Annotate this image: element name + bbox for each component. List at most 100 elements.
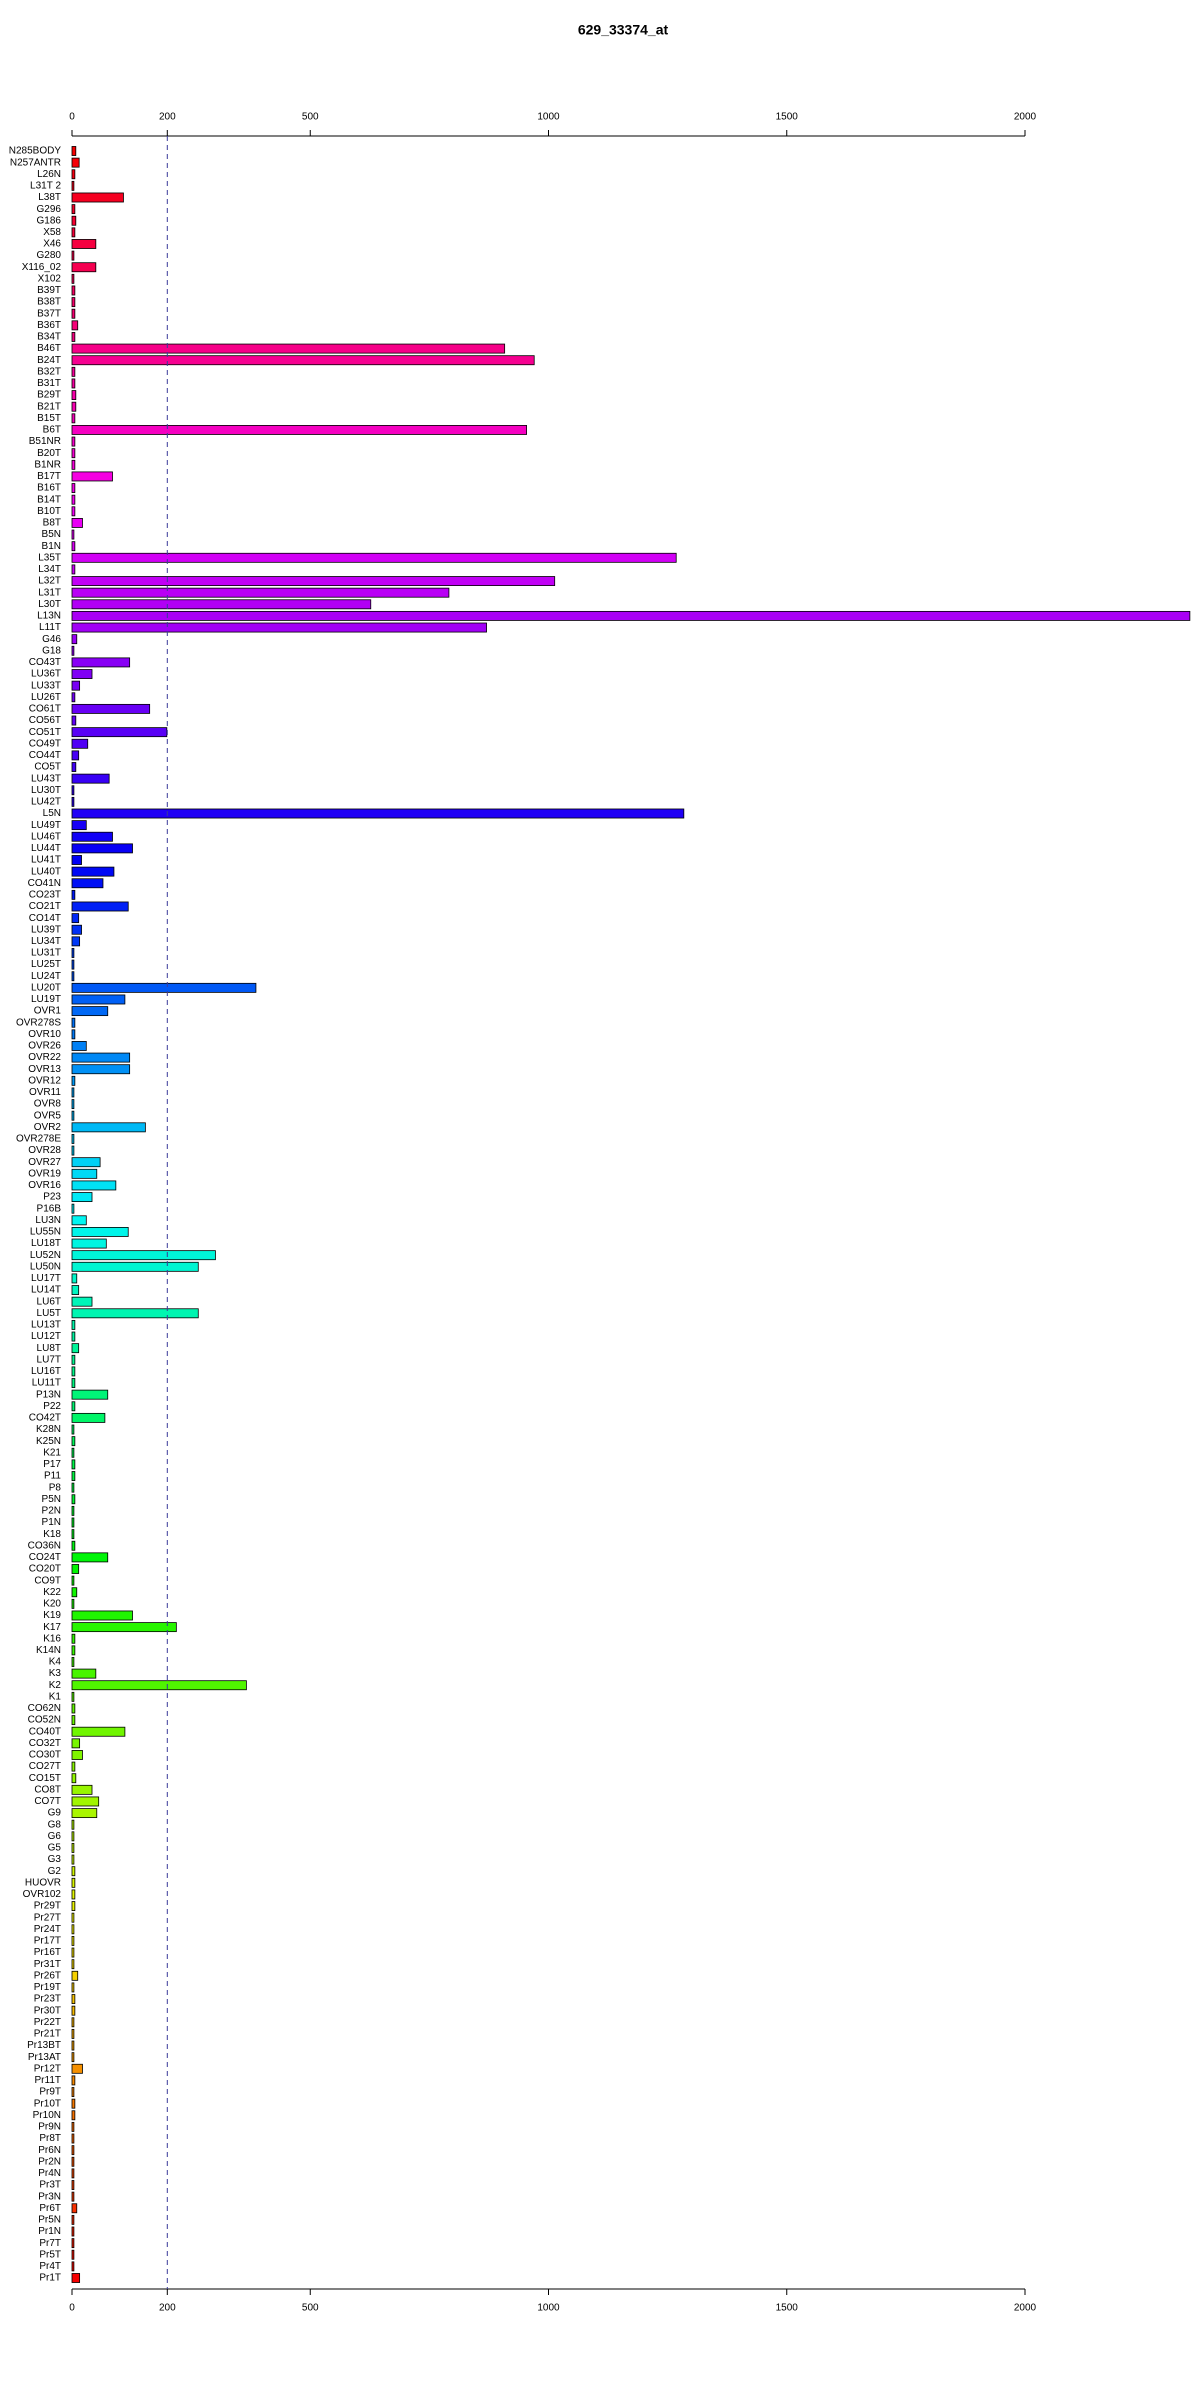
y-tick-label: Pr7T [39, 2238, 61, 2249]
y-tick-label: B21T [37, 401, 61, 412]
y-tick-label: Pr1N [38, 2226, 61, 2237]
y-tick-label: G186 [37, 215, 62, 226]
y-tick-label: Pr13BT [27, 2040, 61, 2051]
bar [71, 343, 506, 354]
bar [71, 727, 168, 738]
y-tick-label: Pr10T [34, 2098, 61, 2109]
y-tick-label: N285BODY [9, 146, 62, 157]
bar [71, 599, 372, 610]
y-tick-label: Pr1T [39, 2273, 61, 2284]
bar [71, 297, 76, 308]
bar [71, 959, 75, 970]
bar [71, 1622, 177, 1633]
y-tick-label: OVR1 [34, 1006, 62, 1017]
y-tick-label: LU20T [31, 982, 61, 993]
y-tick-label: OVR12 [28, 1075, 61, 1086]
y-tick-label: B31T [37, 378, 61, 389]
y-tick-label: CO61T [29, 704, 61, 715]
y-tick-label: OVR278S [16, 1017, 61, 1028]
bar [71, 796, 75, 807]
y-tick-label: B1N [42, 541, 61, 552]
bar [71, 1041, 87, 1051]
bar [71, 1552, 109, 1563]
bar [71, 1203, 75, 1214]
y-tick-label: L13N [37, 611, 61, 622]
bar [71, 1110, 75, 1121]
bar [71, 1389, 109, 1400]
bar [71, 645, 75, 656]
y-tick-label: G5 [48, 1843, 62, 1854]
bar [71, 506, 76, 517]
bar [71, 2238, 75, 2249]
y-tick-label: CO20T [29, 1564, 61, 1575]
bar [71, 2249, 75, 2260]
bar [71, 703, 151, 714]
bar [71, 1261, 199, 1272]
bar [71, 1703, 76, 1714]
y-tick-label: Pr23T [34, 1994, 61, 2005]
y-tick-label: Pr6T [39, 2203, 61, 2214]
y-tick-label: Pr13AT [28, 2052, 61, 2063]
y-tick-label: K3 [49, 1668, 62, 1679]
bar [71, 471, 113, 482]
y-tick-label: CO32T [29, 1738, 61, 1749]
x-tick-label: 0 [69, 112, 75, 123]
y-tick-label: P16B [37, 1203, 62, 1214]
y-tick-label: N257ANTR [10, 157, 61, 168]
y-tick-label: CO49T [29, 738, 61, 749]
y-tick-label: X58 [43, 227, 61, 238]
bar [71, 1773, 77, 1784]
bar [71, 1726, 126, 1737]
y-tick-label: LU49T [31, 820, 61, 831]
y-tick-label: B46T [37, 343, 61, 354]
bar [71, 657, 131, 668]
y-tick-label: LU34T [31, 936, 61, 947]
y-tick-label: X116_02 [22, 262, 62, 273]
x-tick-label: 2000 [1014, 2303, 1037, 2314]
y-tick-label: G280 [37, 250, 62, 261]
bar [71, 1668, 97, 1679]
bar [71, 1308, 199, 1319]
y-tick-label: P5N [42, 1494, 61, 1505]
y-tick-label: B15T [37, 413, 61, 424]
y-tick-label: LU55N [30, 1227, 61, 1238]
y-tick-label: K14N [36, 1645, 61, 1656]
bar [71, 2040, 75, 2051]
bar [71, 2110, 76, 2121]
bar [71, 1064, 131, 1075]
bar [71, 1912, 75, 1923]
y-tick-label: K17 [43, 1622, 61, 1633]
bar [71, 273, 75, 284]
bar [71, 552, 677, 563]
bar [71, 2168, 75, 2179]
y-tick-label: CO42T [29, 1413, 61, 1424]
bar [71, 2203, 78, 2214]
bar [71, 2075, 76, 2086]
y-tick-label: G296 [37, 204, 62, 215]
bar [71, 1378, 76, 1388]
bar [71, 622, 487, 633]
bar [71, 1459, 76, 1470]
y-tick-label: CO40T [29, 1726, 61, 1737]
y-tick-label: OVR278E [16, 1134, 61, 1145]
bar [71, 1180, 117, 1191]
y-tick-label: G46 [42, 634, 61, 645]
y-tick-label: B51NR [29, 436, 61, 447]
bar [71, 2005, 76, 2016]
bar [71, 808, 685, 819]
y-tick-label: L32T [38, 576, 61, 587]
y-tick-label: L11T [39, 622, 61, 633]
bar [71, 1087, 75, 1098]
bar [71, 355, 535, 366]
bar [71, 1901, 76, 1911]
bar [71, 2028, 75, 2039]
bar [71, 390, 77, 401]
bar [71, 1331, 76, 1342]
y-tick-label: LU30T [31, 785, 61, 796]
bar [71, 1401, 76, 1412]
y-tick-label: CO27T [29, 1761, 61, 1772]
y-tick-label: P8 [49, 1482, 62, 1493]
y-tick-label: LU42T [31, 797, 61, 808]
y-tick-label: P23 [43, 1192, 61, 1203]
y-tick-label: Pr12T [34, 2063, 61, 2074]
